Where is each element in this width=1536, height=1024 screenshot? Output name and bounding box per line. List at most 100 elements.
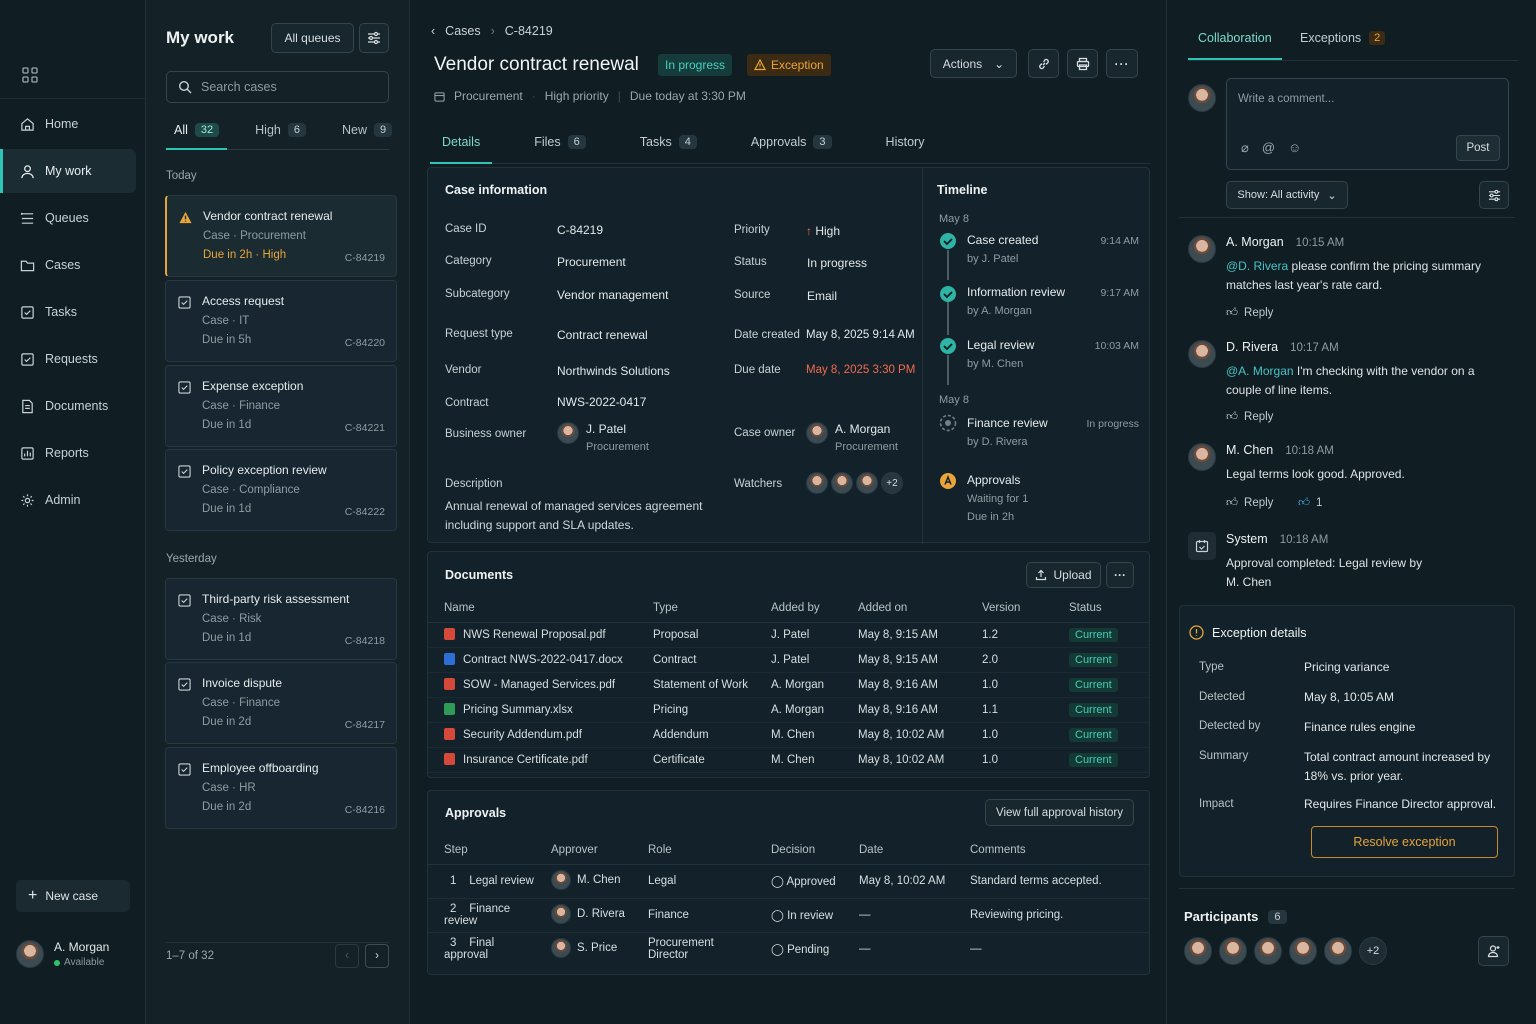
reply-button[interactable]: 👍︎ Reply <box>1226 410 1273 424</box>
table-row[interactable]: Pricing Summary.xlsx Pricing A. Morgan May … <box>428 697 1149 723</box>
resolve-exception-button[interactable]: Resolve exception <box>1311 826 1498 858</box>
business-owner[interactable]: J. Patel Procurement <box>557 422 649 453</box>
tab-high[interactable]: High 6 <box>247 118 314 149</box>
emoji-icon[interactable]: ☺ <box>1288 140 1302 155</box>
table-row[interactable]: SOW - Managed Services.pdf Statement of W… <box>428 672 1149 698</box>
upload-button[interactable]: Upload <box>1026 562 1101 588</box>
exception-badge[interactable]: Exception <box>747 54 831 76</box>
column-header: Approver <box>535 836 632 865</box>
activity-settings-button[interactable] <box>1479 181 1509 209</box>
tab-approvals[interactable]: Approvals 3 <box>739 128 844 163</box>
reply-button[interactable]: 👍︎ Reply <box>1226 496 1273 510</box>
tab-exceptions[interactable]: Exceptions 2 <box>1290 24 1395 60</box>
apps-grid-icon[interactable] <box>22 67 38 83</box>
sidebar-item-my-work[interactable]: My work <box>0 149 136 193</box>
table-row[interactable]: NWS Renewal Proposal.pdf Proposal J. Patel… <box>428 622 1149 648</box>
list-item[interactable]: Employee offboarding Case · HR Due in 2d… <box>165 747 397 829</box>
comment-time: 10:18 AM <box>1279 534 1329 546</box>
field-label: Category <box>445 255 492 267</box>
tab-all[interactable]: All 32 <box>166 118 228 150</box>
sidebar-item-admin[interactable]: Admin <box>0 478 136 522</box>
table-row[interactable]: 3 Final approval S. Price Procurement Di… <box>428 932 1149 966</box>
breadcrumb-cases[interactable]: Cases <box>445 24 481 38</box>
documents-more-button[interactable]: ··· <box>1106 562 1134 588</box>
reply-button[interactable]: 👍︎ Reply <box>1226 306 1273 320</box>
tab-collaboration[interactable]: Collaboration <box>1188 24 1282 60</box>
warning-icon <box>754 59 766 71</box>
mention-link[interactable]: @D. Rivera <box>1226 259 1289 273</box>
search-input[interactable]: Search cases <box>166 71 389 103</box>
tab-files[interactable]: Files 6 <box>522 128 598 163</box>
reply-label: Reply <box>1244 307 1274 319</box>
view-approval-history-button[interactable]: View full approval history <box>985 799 1134 826</box>
actions-dropdown[interactable]: Actions ⌄ <box>930 49 1017 78</box>
user-profile[interactable]: A. Morgan Available <box>16 940 109 968</box>
tab-tasks[interactable]: Tasks 4 <box>628 128 709 163</box>
timeline-item-by: by A. Morgan <box>967 305 1032 317</box>
attachment-icon[interactable]: ⌀ <box>1241 140 1249 155</box>
timeline-item-title: Finance review <box>967 416 1048 430</box>
table-row[interactable]: Security Addendum.pdf Addendum M. Chen May … <box>428 722 1149 748</box>
add-participant-button[interactable] <box>1478 936 1509 966</box>
next-page-button[interactable]: › <box>365 944 389 968</box>
column-header[interactable]: Added by <box>755 594 842 623</box>
field-value[interactable]: Northwinds Solutions <box>557 364 670 378</box>
sidebar-item-documents[interactable]: Documents <box>0 384 136 428</box>
comment-input[interactable]: Write a comment... ⌀ @ ☺ Post <box>1226 78 1509 170</box>
file-name: Security Addendum.pdf <box>428 722 637 748</box>
list-item[interactable]: Third-party risk assessment Case · Risk … <box>165 578 397 660</box>
sidebar-item-queues[interactable]: Queues <box>0 196 136 240</box>
like-count[interactable]: 👍︎ 1 <box>1298 496 1322 510</box>
column-header[interactable]: Added on <box>842 594 966 623</box>
sidebar-item-reports[interactable]: Reports <box>0 431 136 475</box>
column-header[interactable]: Version <box>966 594 1053 623</box>
tab-label: History <box>885 135 925 149</box>
print-button[interactable] <box>1067 49 1098 78</box>
more-options-button[interactable]: ··· <box>1106 49 1138 78</box>
table-row[interactable]: Insurance Certificate.pdf Certificate M. C… <box>428 747 1149 773</box>
list-item[interactable]: Expense exception Case · Finance Due in … <box>165 365 397 447</box>
table-cell: — <box>843 898 954 933</box>
list-item[interactable]: Policy exception review Case · Complianc… <box>165 449 397 531</box>
mention-link[interactable]: @A. Morgan <box>1226 364 1294 378</box>
comment-body: Approval completed: Legal review by M. C… <box>1226 556 1423 589</box>
author-name: System <box>1226 532 1268 546</box>
column-header[interactable]: Status <box>1053 594 1149 623</box>
sidebar-item-requests[interactable]: Requests <box>0 337 136 381</box>
all-queues-button[interactable]: All queues <box>271 23 354 53</box>
case-owner[interactable]: A. Morgan Procurement <box>806 422 898 453</box>
tab-history[interactable]: History <box>874 128 937 163</box>
field-label: Source <box>734 289 771 301</box>
breadcrumb-case-id: C-84219 <box>504 24 553 38</box>
list-item[interactable]: Invoice dispute Case · Finance Due in 2d… <box>165 662 397 744</box>
column-header[interactable]: Type <box>637 594 755 623</box>
sidebar-item-tasks[interactable]: Tasks <box>0 290 136 334</box>
table-row[interactable]: Contract NWS-2022-0417.docx Contract J. Pa… <box>428 647 1149 673</box>
pdf-file-icon <box>444 628 455 640</box>
table-row[interactable]: 2 Finance review D. Rivera Finance ◯ In … <box>428 898 1149 933</box>
timeline-item-by: by J. Patel <box>967 253 1019 265</box>
sidebar-item-cases[interactable]: Cases <box>0 243 136 287</box>
tab-details[interactable]: Details <box>430 128 493 164</box>
filter-button[interactable] <box>359 23 389 53</box>
new-case-button[interactable]: + New case <box>16 880 130 912</box>
back-chevron-icon[interactable]: ‹ <box>431 24 436 38</box>
column-header[interactable]: Name <box>428 594 637 623</box>
mention-icon[interactable]: @ <box>1261 140 1276 155</box>
participants-list[interactable]: +2 <box>1184 937 1387 965</box>
field-value[interactable]: NWS-2022-0417 <box>557 395 647 409</box>
post-button[interactable]: Post <box>1456 135 1500 161</box>
activity-filter-dropdown[interactable]: Show: All activity ⌄ <box>1226 181 1348 209</box>
field-value: May 8, 2025 3:30 PM <box>806 364 916 376</box>
decision-text: In review <box>787 910 834 922</box>
prev-page-button[interactable]: ‹ <box>335 944 359 968</box>
sidebar-item-home[interactable]: Home <box>0 102 136 146</box>
status-badge: Current <box>1069 727 1118 742</box>
list-item[interactable]: Access request Case · IT Due in 5h C-842… <box>165 280 397 362</box>
watchers[interactable]: +2 <box>806 472 903 494</box>
tab-new[interactable]: New 9 <box>334 118 400 149</box>
copy-link-button[interactable] <box>1028 49 1059 78</box>
case-due: Due in 2h · High <box>203 249 287 261</box>
list-item[interactable]: Vendor contract renewal Case · Procureme… <box>165 195 397 277</box>
table-row[interactable]: 1 Legal review M. Chen Legal ◯ Approved … <box>428 864 1149 899</box>
